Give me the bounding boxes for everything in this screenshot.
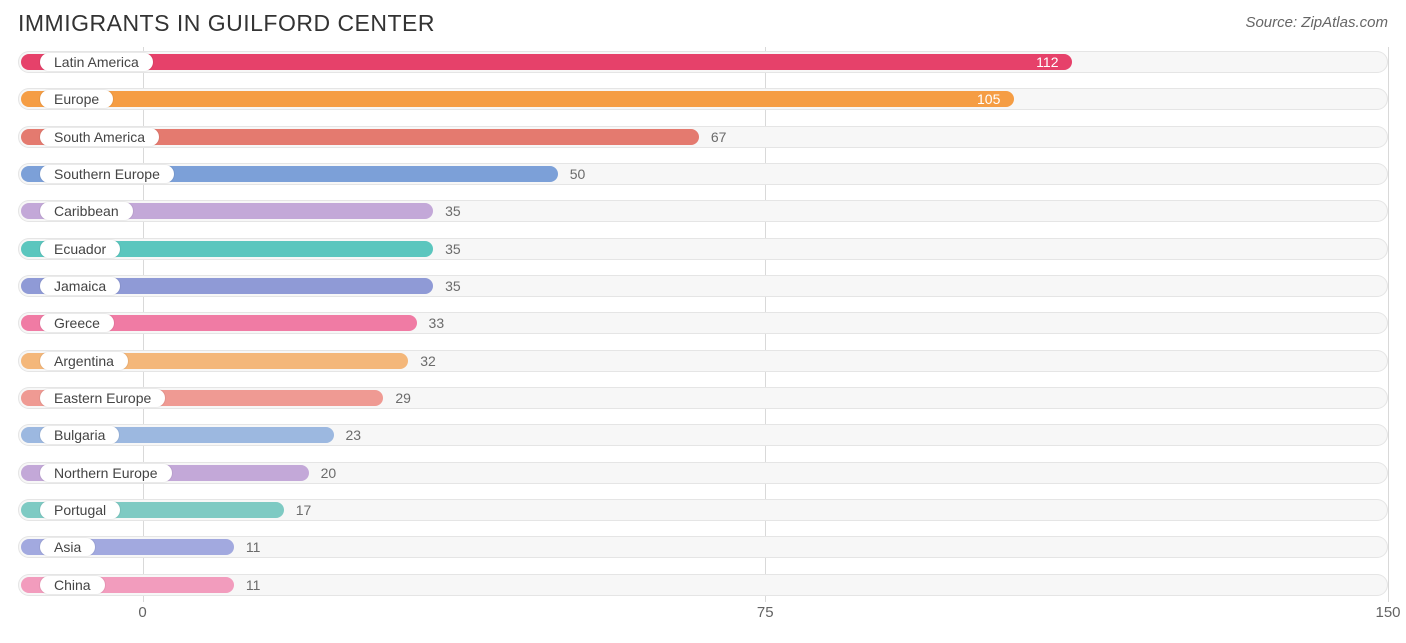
bar-value-label: 50 <box>570 166 586 182</box>
x-axis-tick-label: 150 <box>1375 604 1400 621</box>
bar-value-label: 11 <box>246 577 261 593</box>
x-axis: 075150 <box>18 602 1388 628</box>
bar-row: Caribbean 35 <box>18 196 1388 228</box>
bar-value-label: 32 <box>420 353 436 369</box>
bar-category-label: Eastern Europe <box>40 389 165 407</box>
bar-category-label: Jamaica <box>40 277 120 295</box>
bar-category-label: China <box>40 576 105 594</box>
bar-value-label: 35 <box>445 241 461 257</box>
bar-category-label: Bulgaria <box>40 426 119 444</box>
chart-title: IMMIGRANTS IN GUILFORD CENTER <box>18 10 435 37</box>
grid-line <box>1388 47 1389 602</box>
bar-value-label: 33 <box>429 315 445 331</box>
bar-category-label: Caribbean <box>40 202 133 220</box>
chart-plot-area: Latin America 112 Europe 105 South America 67… <box>18 47 1388 602</box>
bar-row: Europe 105 <box>18 84 1388 116</box>
bar-value-label: 11 <box>246 539 261 555</box>
bar-value-label: 35 <box>445 278 461 294</box>
chart-header: IMMIGRANTS IN GUILFORD CENTER Source: Zi… <box>0 0 1406 41</box>
bar-category-label: Argentina <box>40 352 128 370</box>
bar-category-label: Greece <box>40 314 114 332</box>
bar-row: Northern Europe 20 <box>18 458 1388 490</box>
bar-category-label: Northern Europe <box>40 464 172 482</box>
bar-value-label: 20 <box>321 465 337 481</box>
bar-row: Latin America 112 <box>18 47 1388 79</box>
bar-category-label: Europe <box>40 90 113 108</box>
bar-rows: Latin America 112 Europe 105 South America 67… <box>18 47 1388 602</box>
bar-value-label: 23 <box>346 427 362 443</box>
bar-value-label: 105 <box>977 91 1000 107</box>
x-axis-tick-label: 0 <box>138 604 146 621</box>
bar-row: Portugal 17 <box>18 495 1388 527</box>
source-attribution: Source: ZipAtlas.com <box>1245 10 1388 31</box>
bar-value-label: 29 <box>395 390 411 406</box>
bar-row: Bulgaria 23 <box>18 420 1388 452</box>
bar-row: Argentina 32 <box>18 346 1388 378</box>
bar-row: Asia 11 <box>18 532 1388 564</box>
bar-category-label: Asia <box>40 538 95 556</box>
bar-row: Greece 33 <box>18 308 1388 340</box>
bar-value-label: 112 <box>1036 54 1058 70</box>
bar-category-label: Ecuador <box>40 240 120 258</box>
bar-fill <box>21 91 1014 107</box>
x-axis-tick-label: 75 <box>757 604 774 621</box>
bar-value-label: 17 <box>296 502 312 518</box>
bar-row: Ecuador 35 <box>18 234 1388 266</box>
bar-value-label: 35 <box>445 203 461 219</box>
bar-category-label: South America <box>40 128 159 146</box>
bar-category-label: Portugal <box>40 501 120 519</box>
bar-row: Southern Europe 50 <box>18 159 1388 191</box>
bar-value-label: 67 <box>711 129 727 145</box>
bar-fill <box>21 54 1072 70</box>
bar-row: South America 67 <box>18 122 1388 154</box>
bar-category-label: Southern Europe <box>40 165 174 183</box>
bar-row: Jamaica 35 <box>18 271 1388 303</box>
bar-category-label: Latin America <box>40 53 153 71</box>
bar-row: Eastern Europe 29 <box>18 383 1388 415</box>
bar-row: China 11 <box>18 570 1388 602</box>
